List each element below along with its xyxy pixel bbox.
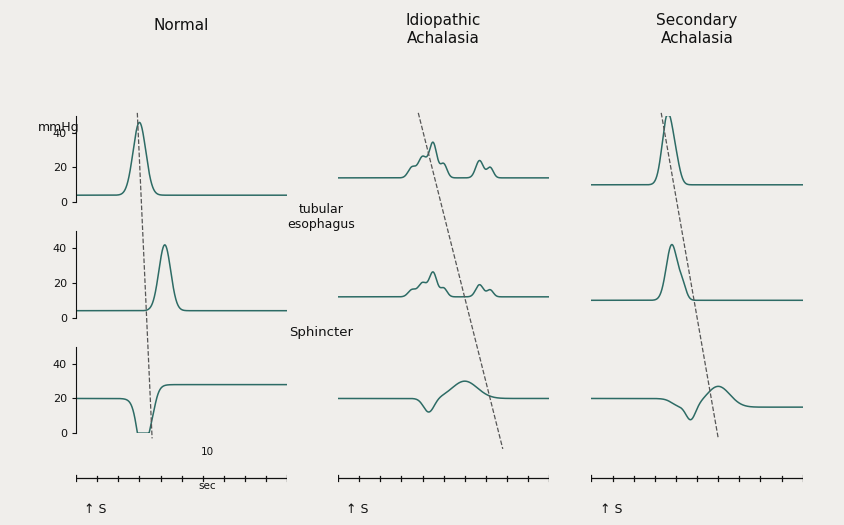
- Text: Sphincter: Sphincter: [289, 326, 353, 339]
- Text: mmHg: mmHg: [38, 121, 79, 134]
- Text: ↑ S: ↑ S: [346, 503, 369, 516]
- Text: sec: sec: [198, 481, 215, 491]
- Text: ↑ S: ↑ S: [84, 503, 107, 516]
- Text: Secondary
Achalasia: Secondary Achalasia: [656, 13, 737, 46]
- Text: Normal: Normal: [154, 18, 209, 34]
- Text: ↑ S: ↑ S: [599, 503, 622, 516]
- Text: 10: 10: [200, 447, 214, 457]
- Text: tubular
esophagus: tubular esophagus: [287, 203, 354, 230]
- Text: Idiopathic
Achalasia: Idiopathic Achalasia: [405, 13, 481, 46]
